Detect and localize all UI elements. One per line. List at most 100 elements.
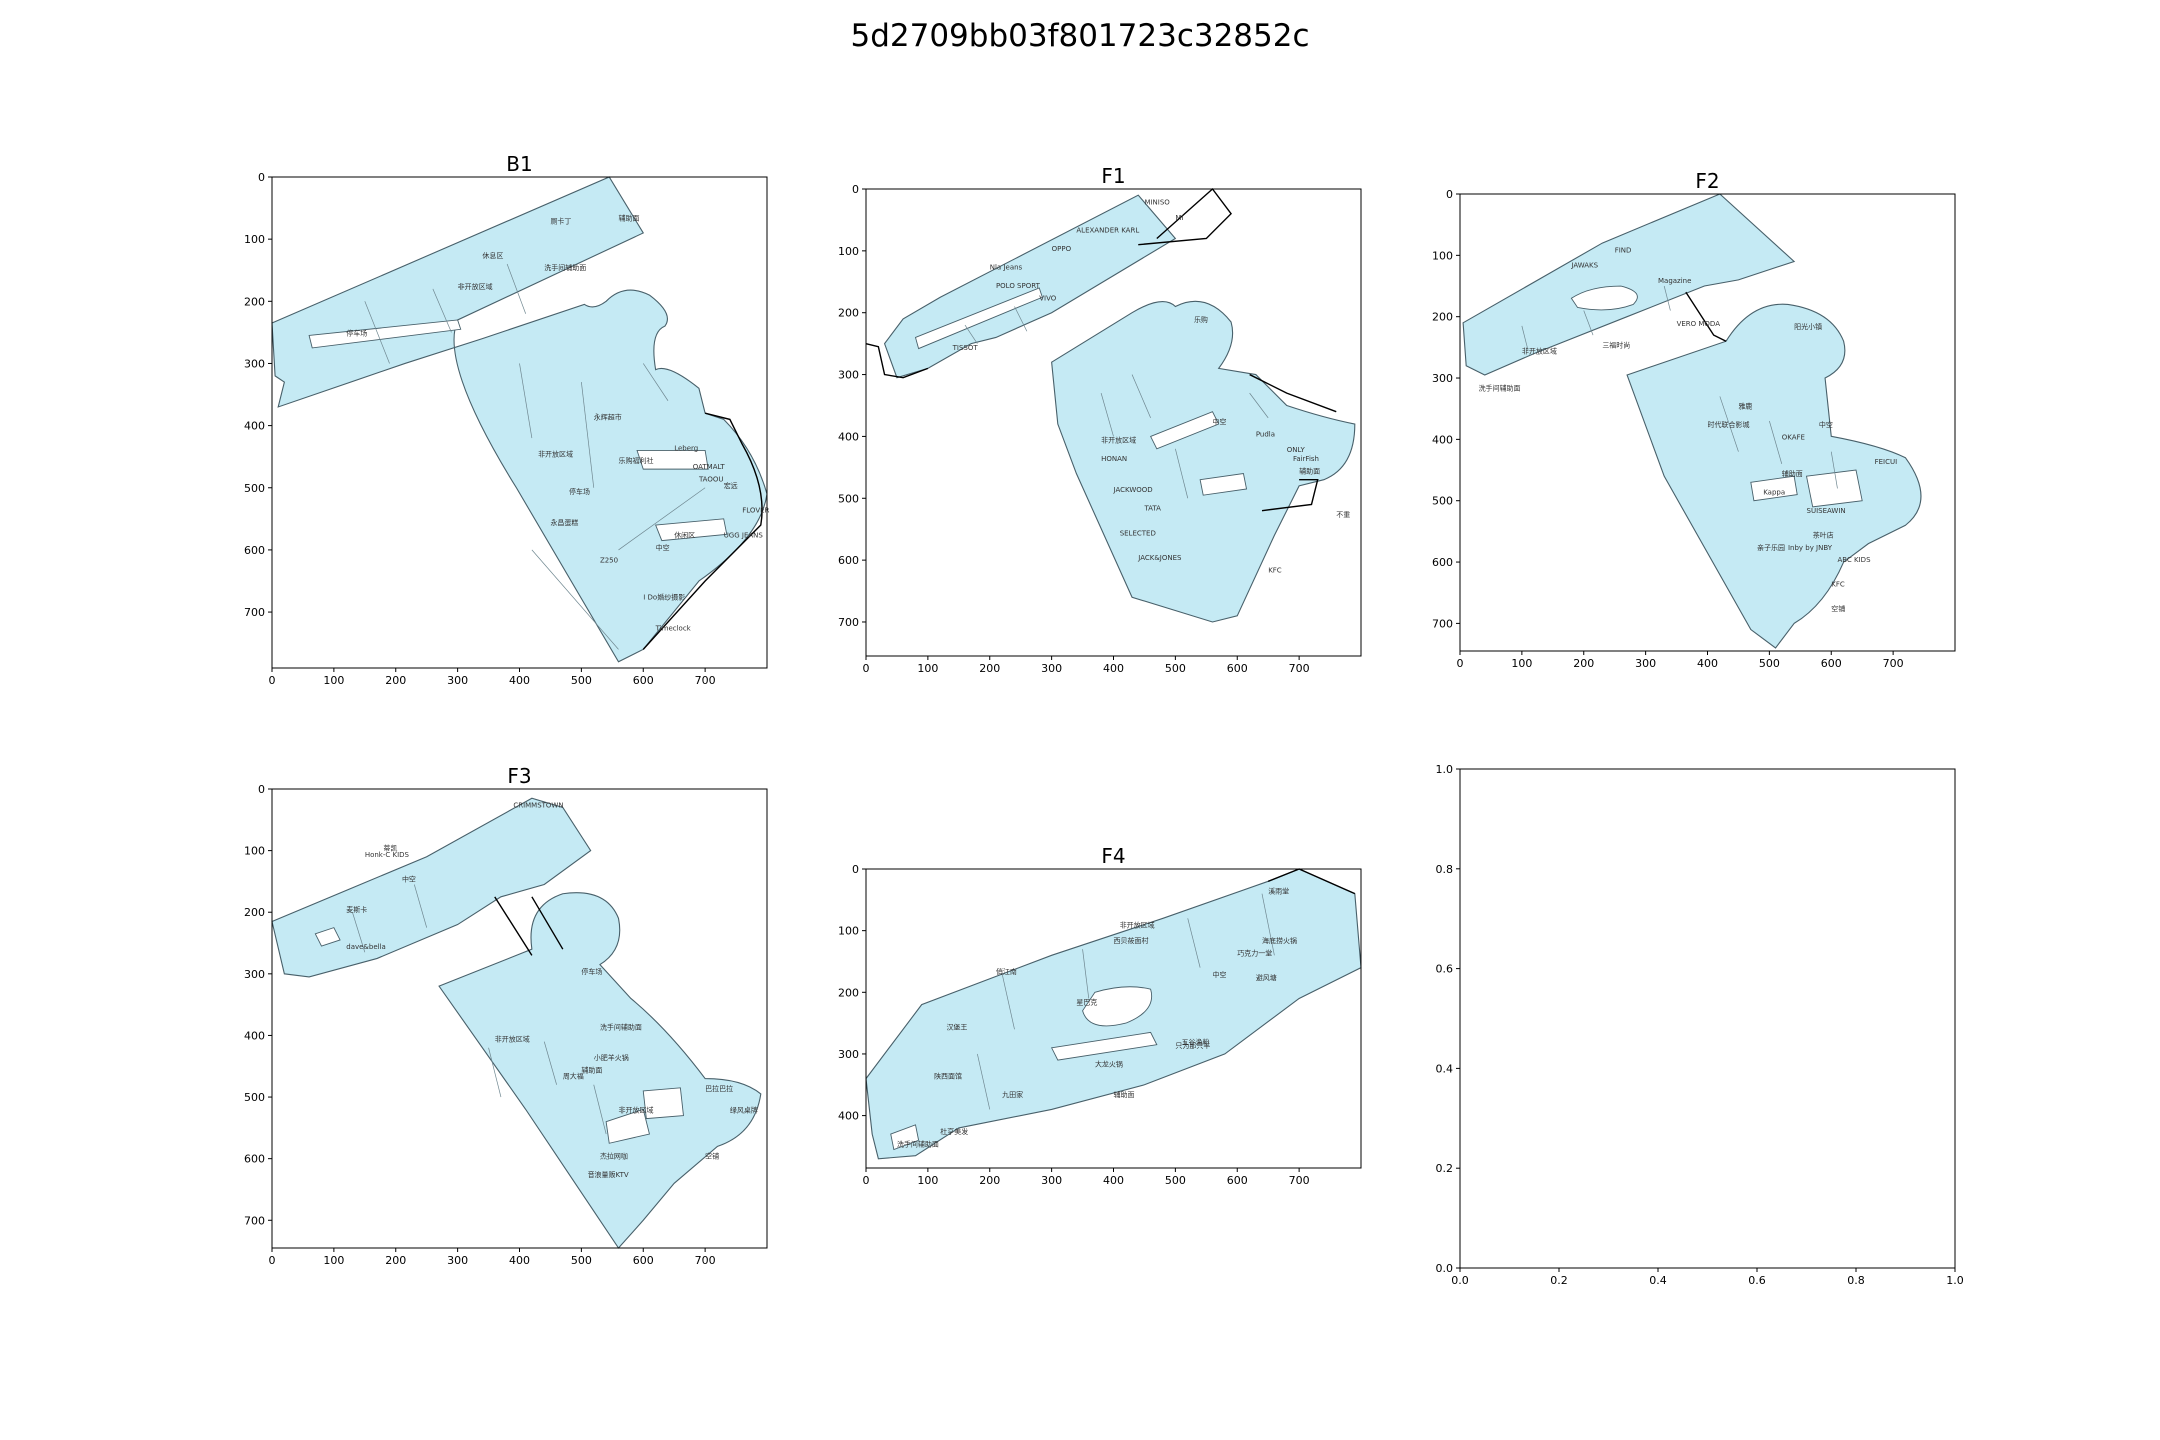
atrium-void [643, 1088, 683, 1119]
shop-label: 绿风桌牌 [730, 1105, 758, 1114]
panel-title: F2 [1695, 169, 1719, 193]
atrium-void [315, 928, 340, 946]
shop-label: POLO SPORT [996, 282, 1041, 290]
shop-label: 非开放区域 [619, 1105, 654, 1114]
atrium-void [1807, 470, 1863, 507]
x-tick-label: 300 [1041, 662, 1062, 675]
y-tick-label: 200 [838, 307, 859, 320]
atrium-void [1052, 1032, 1157, 1060]
shop-divider [977, 1054, 989, 1109]
atrium-void [656, 519, 727, 541]
shop-label: 陕西面馆 [934, 1072, 962, 1081]
x-tick-label: 300 [447, 1254, 468, 1267]
shop-divider [1720, 396, 1739, 451]
shop-divider [352, 912, 364, 952]
shop-label: Nla Jeans [990, 263, 1023, 271]
shop-label: Kappa [1763, 489, 1785, 497]
x-tick-label: 400 [1697, 657, 1718, 670]
shop-label: 茶叶店 [1813, 531, 1834, 540]
y-tick-label: 0 [258, 783, 265, 796]
shop-label: Timeclock [655, 625, 692, 633]
shop-label: 西贝莜面村 [1114, 936, 1149, 945]
shop-label: 亲子乐园 [1757, 543, 1785, 552]
shop-divider [1262, 894, 1274, 956]
shop-label: FairFish [1293, 455, 1319, 463]
y-tick-label: 100 [838, 925, 859, 938]
panel-empty: 0.0 0.2 0.4 0.6 0.8 1.0 0.0 0.2 0.4 0.6 0.8 1.0 [1436, 763, 1964, 1287]
shop-divider [581, 382, 593, 488]
shop-label: 非开放区域 [458, 282, 493, 291]
y-tick-label: 600 [244, 1153, 265, 1166]
shop-divider [433, 289, 452, 333]
panel-title: F1 [1101, 164, 1125, 188]
shop-label: Inby by JNBY [1788, 544, 1833, 552]
x-tick-label: 0 [863, 1174, 870, 1187]
shop-label: 辅助面 [619, 214, 640, 223]
y-tick-label: 500 [244, 482, 265, 495]
x-tick-label: 0 [863, 662, 870, 675]
atrium-void [1751, 476, 1797, 501]
shop-label: 周大福 [563, 1072, 584, 1081]
x-tick-label: 700 [695, 1254, 716, 1267]
shop-label: 休闲区 [674, 530, 695, 539]
x-tick-label: 1.0 [1946, 1274, 1964, 1287]
shop-label: 俏江南 [996, 967, 1017, 976]
y-tick-label: 200 [838, 986, 859, 999]
x-tick-label: 700 [695, 674, 716, 687]
y-tick-label: 400 [1432, 433, 1453, 446]
panel-title: B1 [506, 152, 532, 176]
shop-label: 乐购福利社 [619, 456, 654, 465]
shop-label: 音浪量贩KTV [588, 1170, 629, 1179]
shop-label: 停车场 [581, 967, 602, 976]
atrium-void [1200, 474, 1246, 496]
y-tick-label: 0 [852, 183, 859, 196]
shop-label: OPPO [1052, 245, 1072, 253]
x-tick-label: 600 [1227, 662, 1248, 675]
x-tick-label: 700 [1289, 1174, 1310, 1187]
x-tick-label: 400 [1103, 662, 1124, 675]
shop-label: 非开放区域 [1101, 436, 1136, 445]
x-tick-label: 0.0 [1451, 1274, 1469, 1287]
x-tick-label: 200 [385, 674, 406, 687]
shop-label: Magazine [1658, 277, 1691, 285]
y-tick-label: 300 [244, 968, 265, 981]
shop-label: 九田家 [1002, 1090, 1023, 1099]
x-tick-label: 100 [323, 674, 344, 687]
boundary-line [866, 189, 1336, 511]
x-tick-label: 200 [979, 1174, 1000, 1187]
y-tick-label: 100 [244, 233, 265, 246]
shop-label: ABC KIDS [1837, 556, 1871, 564]
shop-label: 巧克力一堂 [1237, 948, 1272, 957]
panel-title: F3 [507, 764, 531, 788]
floor-area [1463, 194, 1921, 648]
shop-label: 汉堡王 [946, 1022, 967, 1031]
atrium-void [891, 1125, 919, 1150]
y-tick-label: 200 [244, 295, 265, 308]
shop-label: 中空 [656, 543, 670, 552]
shop-label: Z250 [600, 556, 618, 564]
shop-label: FLOVER [742, 507, 769, 515]
x-tick-label: 600 [1821, 657, 1842, 670]
shop-label: 雅鹿 [1738, 402, 1752, 411]
y-tick-label: 400 [244, 1029, 265, 1042]
shop-label: 停车场 [346, 328, 367, 337]
shop-label: 永辉超市 [594, 412, 622, 421]
shop-label: 杰拉网咖 [600, 1152, 628, 1161]
shop-label: 洗手间辅助面 [897, 1139, 939, 1148]
shop-divider [1522, 326, 1528, 351]
y-tick-label: 0 [852, 863, 859, 876]
shop-label: 大龙火锅 [1095, 1059, 1123, 1068]
boundary-line [1686, 292, 1726, 341]
x-tick-label: 200 [385, 1254, 406, 1267]
shop-label: FIND [1615, 246, 1632, 254]
shop-label: I Do婚纱摄影 [643, 593, 685, 602]
shop-label: MI [1175, 214, 1183, 222]
shop-label: Pudla [1256, 430, 1275, 438]
panel-f1: MINISO MI ALEXANDER KARL OPPO Nla Jeans POLO … [838, 164, 1362, 675]
shop-label: 避风塘 [1256, 973, 1277, 982]
shop-label: 非开放区域 [538, 450, 573, 459]
panel-f2: JAWAKS FIND Magazine VERO MODA OKAFE SUISEAWI… [1432, 169, 1956, 670]
y-tick-label: 100 [244, 845, 265, 858]
shop-divider [1831, 452, 1837, 489]
